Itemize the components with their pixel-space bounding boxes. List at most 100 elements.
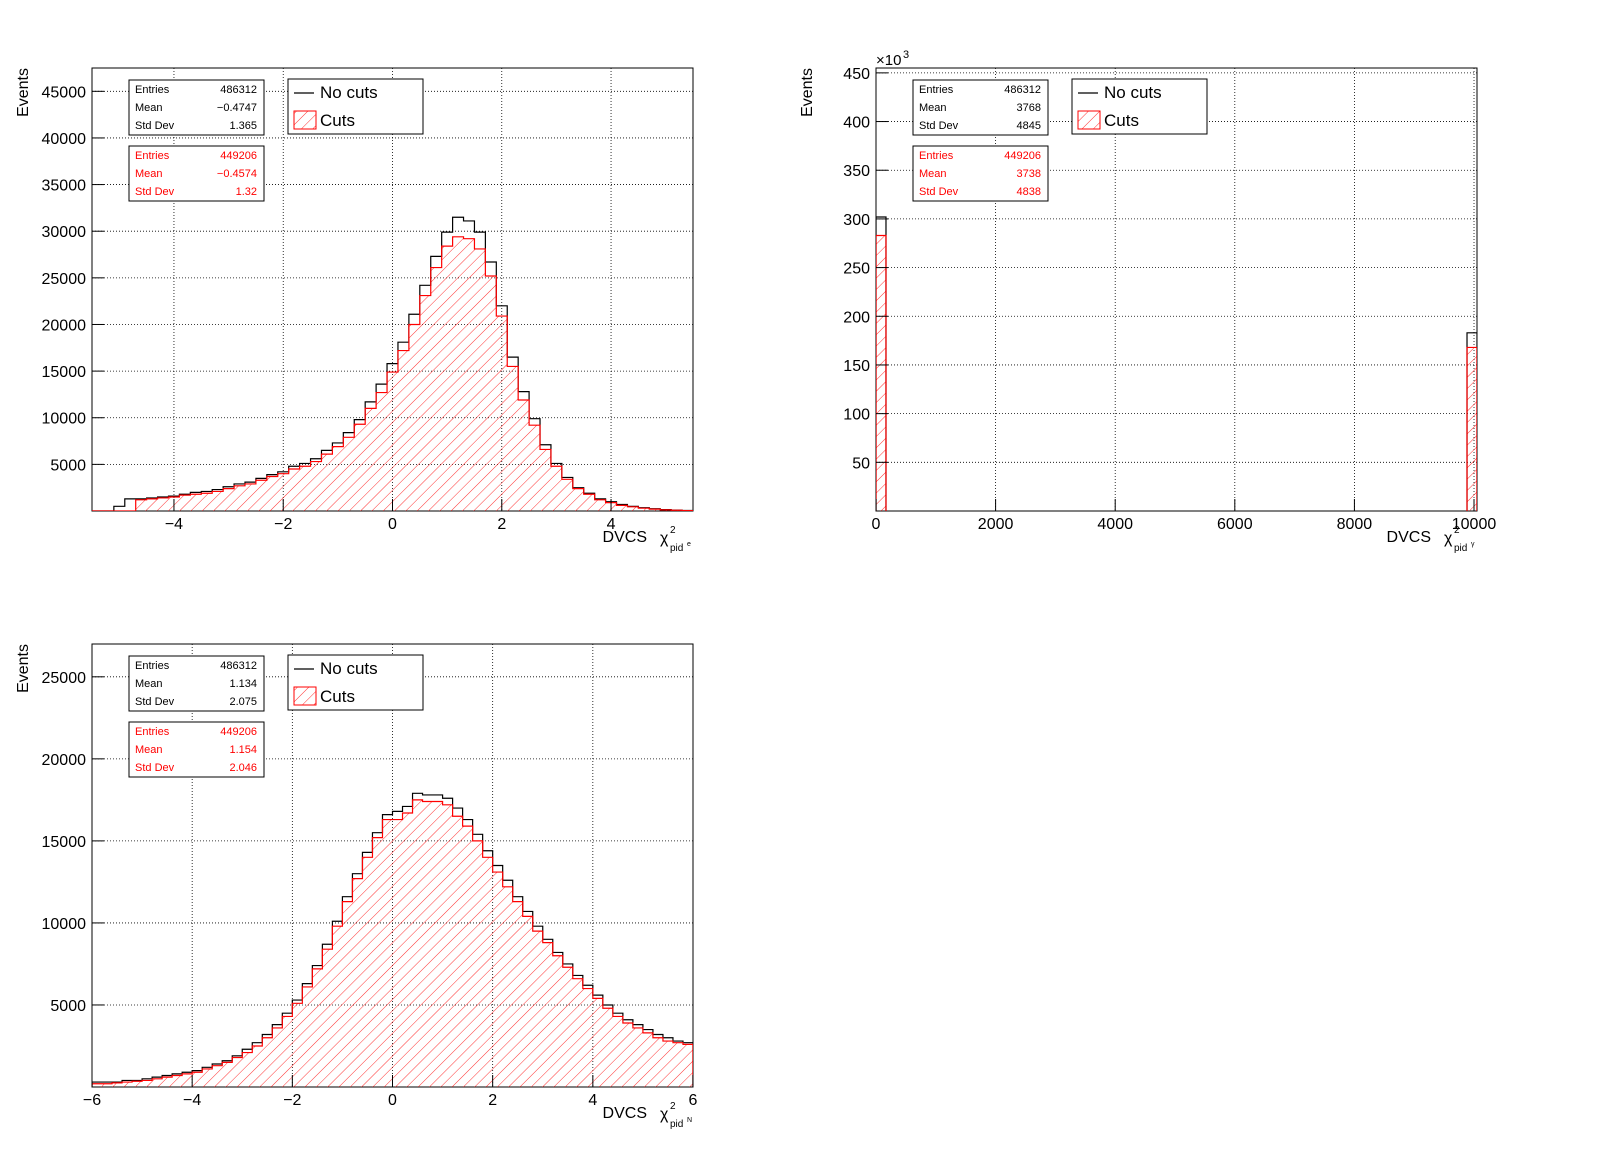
y-tick-label: 350 — [843, 163, 870, 180]
cuts-histogram — [92, 236, 693, 511]
stats-label-entries: Entries — [135, 84, 170, 96]
stats-label-std: Std Dev — [135, 696, 175, 708]
stats-box-cuts — [128, 145, 265, 202]
y-tick-label: 5000 — [50, 998, 86, 1015]
plot-frame — [875, 67, 1478, 512]
y-tick-label: 300 — [843, 212, 870, 229]
y-tick-label: 25000 — [42, 670, 87, 687]
stats-box-no-cuts — [912, 79, 1049, 136]
y-tick-label: 10000 — [42, 916, 87, 933]
histogram-panel-3: −6 −4 −2 0 2 4 6 5000 10000 15000 20000 25000 Events… — [15, 643, 698, 1130]
x-tick-label: −4 — [183, 1092, 201, 1109]
y-axis-label: Events — [15, 68, 32, 117]
legend-label-cuts: Cuts — [1104, 111, 1139, 130]
stats-value-mean: −0.4574 — [217, 168, 257, 180]
x-axis-symbol: χ — [660, 530, 669, 547]
stats-label-std: Std Dev — [135, 186, 175, 198]
cuts-hatch-fill — [1467, 347, 1477, 511]
y-tick-label: 100 — [843, 407, 870, 424]
legend-label-cuts: Cuts — [320, 687, 355, 706]
y-tick-label: 150 — [843, 358, 870, 375]
stats-label-entries: Entries — [135, 726, 170, 738]
legend-swatch-cuts — [1077, 110, 1101, 130]
x-axis-symbol: χ — [1444, 530, 1453, 547]
y-tick-label: 40000 — [42, 131, 87, 148]
cuts-histogram — [92, 799, 693, 1087]
cuts-hatch-fill — [876, 235, 886, 511]
axis-multiplier: ×10 — [876, 52, 901, 69]
x-axis-symbol-subsup: N — [687, 1117, 692, 1124]
y-tick-label: 50 — [852, 455, 870, 472]
cuts-histogram — [876, 234, 887, 511]
stats-value-std: 2.046 — [229, 762, 257, 774]
stats-value-mean: −0.4747 — [217, 102, 257, 114]
x-axis-label: DVCS — [603, 1105, 647, 1122]
histogram-panel-2: 0 2000 4000 6000 8000 10000 50 100 150 200 250 300 3… — [799, 49, 1496, 554]
y-tick-label: 45000 — [42, 84, 87, 101]
x-axis-label: DVCS — [603, 529, 647, 546]
x-axis-symbol-sup: 2 — [670, 525, 676, 536]
stats-box-no-cuts — [128, 655, 265, 712]
legend-swatch-cuts — [293, 110, 317, 130]
stats-label-mean: Mean — [919, 102, 947, 114]
x-tick-label: −6 — [83, 1092, 101, 1109]
x-tick-label: 0 — [388, 1092, 397, 1109]
x-axis-symbol-subsup: e — [687, 541, 691, 548]
stats-label-std: Std Dev — [135, 762, 175, 774]
stats-label-mean: Mean — [919, 168, 947, 180]
stats-label-entries: Entries — [919, 150, 954, 162]
x-tick-label: 6 — [689, 1092, 698, 1109]
x-tick-label: 0 — [388, 516, 397, 533]
stats-label-mean: Mean — [135, 744, 163, 756]
x-axis-symbol-subsup: γ — [1471, 541, 1475, 548]
stats-value-mean: 1.154 — [229, 744, 257, 756]
stats-box-cuts — [912, 145, 1049, 202]
stats-box-cuts — [128, 721, 265, 778]
legend-label-no-cuts: No cuts — [320, 83, 378, 102]
cuts-histogram — [1466, 346, 1477, 511]
stats-value-mean: 3738 — [1017, 168, 1041, 180]
stats-label-entries: Entries — [135, 150, 170, 162]
x-tick-label: 2 — [488, 1092, 497, 1109]
stats-label-mean: Mean — [135, 102, 163, 114]
stats-label-entries: Entries — [135, 660, 170, 672]
stats-value-entries: 486312 — [220, 660, 257, 672]
cuts-hatch-fill — [92, 236, 693, 511]
x-axis-label: DVCS — [1387, 529, 1431, 546]
stats-value-entries: 449206 — [1004, 150, 1041, 162]
y-tick-label: 5000 — [50, 457, 86, 474]
x-axis-symbol-sup: 2 — [1454, 525, 1460, 536]
x-tick-label: 4000 — [1097, 516, 1133, 533]
x-tick-label: 2 — [497, 516, 506, 533]
stats-value-mean: 1.134 — [229, 678, 257, 690]
series-group — [92, 792, 693, 1087]
histogram-panel-1: −4 −2 0 2 4500010000150002000025000300003500… — [15, 67, 694, 554]
stats-label-std: Std Dev — [135, 120, 175, 132]
y-tick-label: 30000 — [42, 224, 87, 241]
stats-value-std: 4845 — [1017, 120, 1041, 132]
y-tick-label: 25000 — [42, 271, 87, 288]
x-tick-label: 0 — [872, 516, 881, 533]
x-axis-symbol-sub: pid — [1454, 543, 1467, 554]
series-group — [92, 216, 693, 511]
x-tick-label: 10000 — [1452, 516, 1497, 533]
axis-multiplier-exp: 3 — [903, 49, 909, 61]
x-tick-label: −2 — [283, 1092, 301, 1109]
x-axis-symbol-sub: pid — [670, 543, 683, 554]
y-tick-label: 250 — [843, 261, 870, 278]
stats-value-std: 1.365 — [229, 120, 257, 132]
x-tick-label: −4 — [165, 516, 183, 533]
y-tick-label: 35000 — [42, 178, 87, 195]
stats-value-entries: 449206 — [220, 726, 257, 738]
legend-box — [287, 78, 424, 135]
stats-value-std: 4838 — [1017, 186, 1041, 198]
x-tick-label: 4 — [588, 1092, 597, 1109]
y-tick-label: 15000 — [42, 834, 87, 851]
series-group — [876, 216, 1477, 511]
y-tick-label: 20000 — [42, 752, 87, 769]
stats-label-mean: Mean — [135, 168, 163, 180]
y-tick-label: 20000 — [42, 317, 87, 334]
y-axis-label: Events — [15, 644, 32, 693]
x-tick-label: 2000 — [978, 516, 1014, 533]
